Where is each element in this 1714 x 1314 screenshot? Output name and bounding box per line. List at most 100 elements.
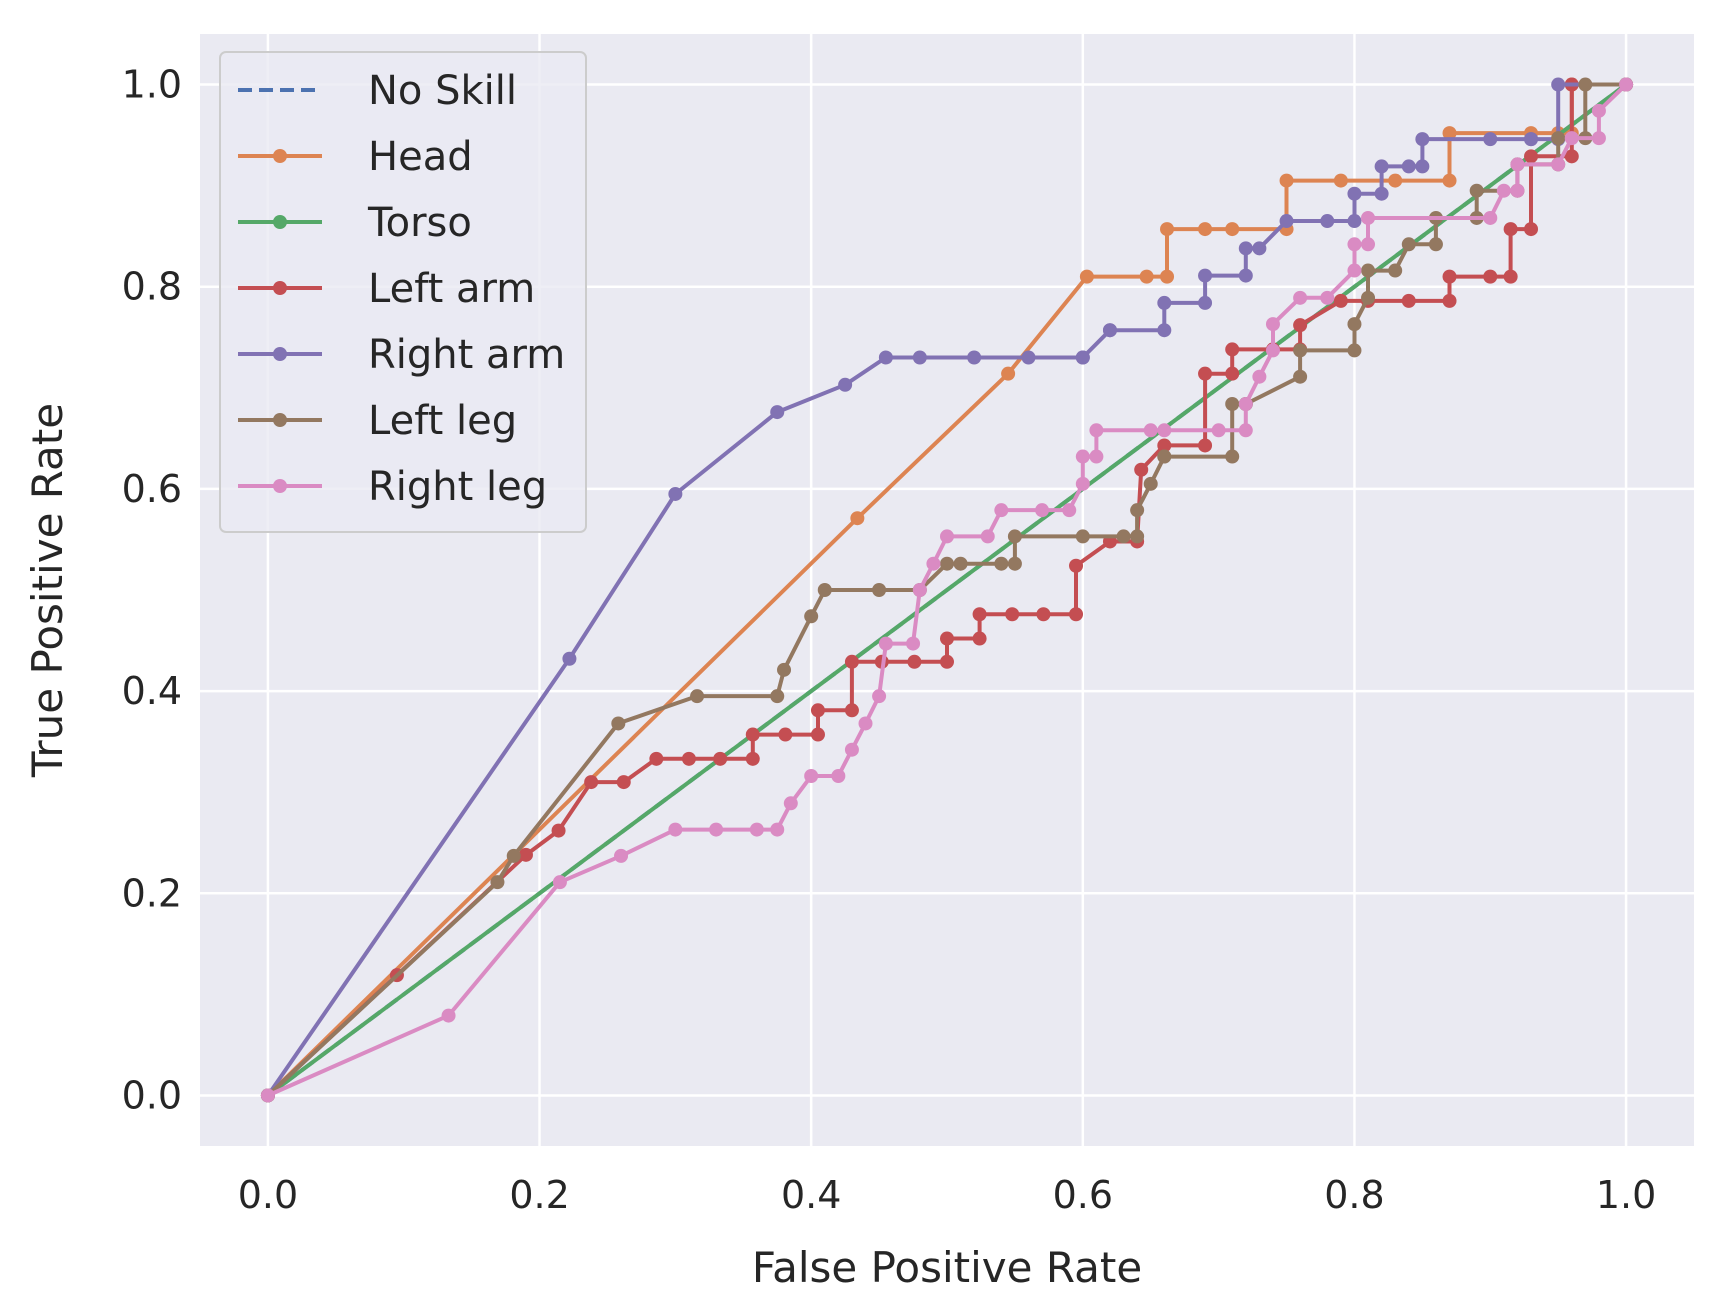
data-point (872, 689, 887, 704)
data-point (1293, 290, 1308, 305)
data-point (709, 822, 724, 837)
data-point (778, 727, 793, 742)
data-point (1293, 318, 1308, 333)
data-point (1238, 396, 1253, 411)
data-point (1007, 529, 1022, 544)
data-point (1347, 343, 1362, 358)
data-point (1238, 268, 1253, 283)
data-point (1021, 350, 1036, 365)
x-tick-label: 0.8 (1324, 1173, 1384, 1217)
data-point (1401, 237, 1416, 252)
data-point (1333, 173, 1348, 188)
data-point (1225, 396, 1240, 411)
data-point (1333, 293, 1348, 308)
data-point (1001, 366, 1016, 381)
data-point (1035, 503, 1050, 518)
x-tick-label: 0.6 (1053, 1173, 1113, 1217)
legend-box (219, 51, 587, 533)
data-point (1157, 449, 1172, 464)
data-point (844, 742, 859, 757)
data-point (1293, 343, 1308, 358)
data-point (1211, 423, 1226, 438)
legend-label: Right arm (368, 332, 565, 378)
y-tick-label: 1.0 (122, 63, 182, 107)
data-point (1134, 462, 1149, 477)
legend-item: Torso (238, 200, 472, 246)
data-point (1265, 317, 1280, 332)
y-tick-label: 0.0 (122, 1073, 182, 1117)
data-point (1089, 423, 1104, 438)
data-point (1293, 369, 1308, 384)
data-point (1225, 342, 1240, 357)
data-point (1496, 183, 1511, 198)
data-point (1252, 241, 1267, 256)
data-point (838, 377, 853, 392)
data-point (940, 654, 954, 669)
data-point (681, 751, 696, 766)
data-point (878, 350, 893, 365)
data-point (1143, 476, 1158, 491)
data-point (1075, 350, 1090, 365)
data-point (1347, 214, 1362, 229)
data-point (1157, 295, 1172, 310)
data-point (1361, 290, 1376, 305)
data-point (1198, 438, 1213, 453)
data-point (1160, 222, 1175, 237)
data-point (1347, 186, 1362, 201)
x-tick-label: 1.0 (1596, 1173, 1656, 1217)
data-point (926, 556, 941, 571)
data-point (858, 716, 873, 731)
data-point (1198, 295, 1213, 310)
data-point (668, 822, 683, 837)
legend-item: Right leg (238, 464, 547, 510)
data-point (690, 689, 705, 704)
data-point (1591, 131, 1606, 146)
data-point (1005, 607, 1020, 622)
x-tick-labels: 0.0 0.2 0.4 0.6 0.8 1.0 (238, 1173, 1657, 1217)
data-point (972, 631, 987, 646)
data-point (1075, 476, 1090, 491)
gridlines (200, 34, 1694, 1146)
series-layer (260, 77, 1634, 1103)
data-point (1388, 173, 1403, 188)
data-point (1510, 157, 1525, 172)
x-tick-label: 0.4 (781, 1173, 841, 1217)
data-point (1069, 607, 1084, 622)
data-point (1265, 343, 1280, 358)
data-point (1524, 149, 1539, 164)
data-point (1510, 183, 1525, 198)
series-right-leg (260, 77, 1634, 1103)
data-point (940, 529, 954, 544)
data-point (810, 727, 825, 742)
y-tick-label: 0.6 (122, 467, 182, 511)
data-point (1157, 423, 1172, 438)
data-point (1347, 263, 1362, 278)
data-point (1361, 210, 1376, 225)
data-point (1252, 369, 1267, 384)
data-point (770, 822, 785, 837)
data-point (551, 823, 566, 838)
data-point (1442, 293, 1457, 308)
data-point (1198, 268, 1213, 283)
series-line (266, 82, 1628, 1098)
data-point (872, 583, 887, 597)
legend-marker (273, 479, 287, 493)
data-point (518, 847, 533, 862)
data-point (1116, 529, 1131, 544)
data-point (1415, 132, 1430, 147)
data-point (1469, 183, 1484, 198)
data-point (953, 556, 968, 571)
data-point (584, 775, 599, 790)
data-point (1564, 131, 1579, 146)
data-point (649, 751, 664, 766)
legend-label: Right leg (368, 464, 547, 510)
data-point (777, 662, 792, 677)
data-point (844, 703, 859, 718)
data-point (1415, 159, 1430, 174)
data-point (1160, 269, 1175, 284)
data-point (1401, 293, 1416, 308)
data-point (1442, 173, 1457, 188)
x-tick-label: 0.2 (509, 1173, 569, 1217)
data-point (994, 556, 1009, 571)
data-point (810, 703, 825, 718)
